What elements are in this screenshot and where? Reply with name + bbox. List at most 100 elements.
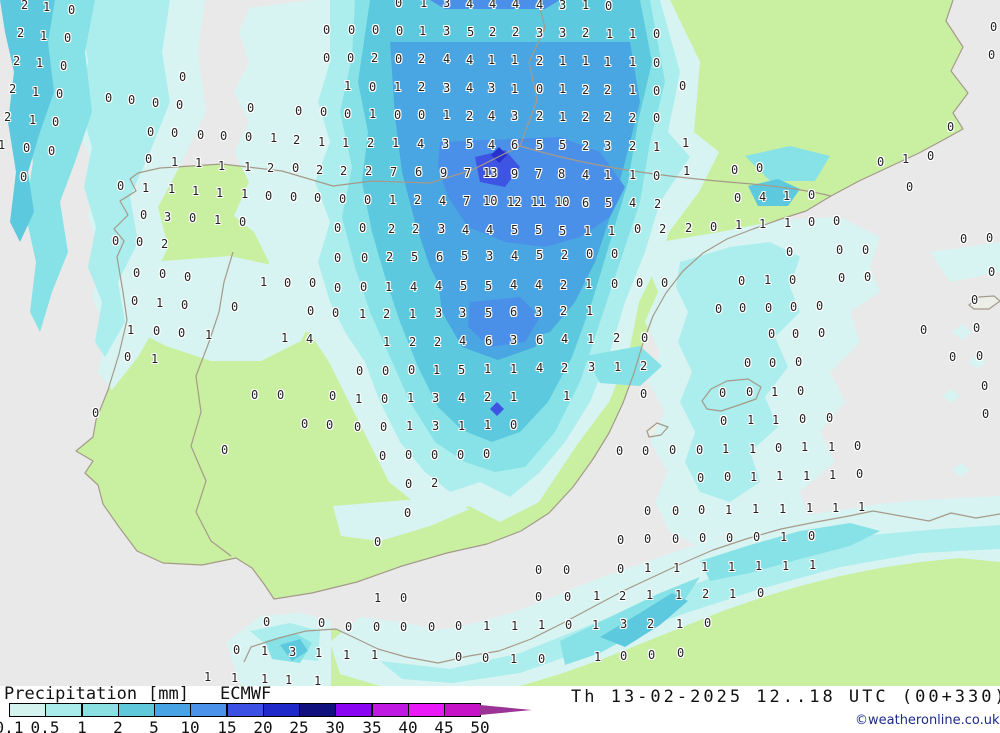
precip-value: 0 <box>231 300 239 314</box>
legend-segment <box>227 703 264 717</box>
precip-value: 0 <box>482 651 490 665</box>
precip-value: 2 <box>561 361 569 375</box>
precip-value: 0 <box>563 563 571 577</box>
precip-value: 1 <box>538 618 546 632</box>
precip-value: 3 <box>442 137 450 151</box>
copyright-link[interactable]: ©weatheronline.co.uk <box>855 713 1000 728</box>
precip-value: 1 <box>171 155 179 169</box>
precip-value: 2 <box>489 25 497 39</box>
legend-segment <box>263 703 300 717</box>
precip-value: 1 <box>344 79 352 93</box>
precip-value: 0 <box>332 306 340 320</box>
precip-value: 1 <box>608 224 616 238</box>
precip-value: 2 <box>386 250 394 264</box>
precip-value: 0 <box>405 477 413 491</box>
precip-value: 0 <box>181 298 189 312</box>
precip-value: 1 <box>752 502 760 516</box>
precip-value: 3 <box>559 0 567 12</box>
precip-value: 1 <box>151 352 159 366</box>
precip-value: 0 <box>344 107 352 121</box>
precip-value: 1 <box>614 360 622 374</box>
precip-value: 0 <box>334 221 342 235</box>
precip-value: 0 <box>920 323 928 337</box>
precip-value: 4 <box>458 391 466 405</box>
precip-value: 1 <box>606 27 614 41</box>
precip-value: 0 <box>981 379 989 393</box>
precip-value: 0 <box>726 531 734 545</box>
precip-value: 0 <box>988 265 996 279</box>
precip-value: 3 <box>432 419 440 433</box>
precip-value: 0 <box>699 531 707 545</box>
precip-value: 0 <box>290 190 298 204</box>
precip-value: 0 <box>147 125 155 139</box>
precip-value: 1 <box>231 671 239 685</box>
precip-value: 0 <box>535 590 543 604</box>
precip-value: 0 <box>769 356 777 370</box>
precip-value: 0 <box>644 532 652 546</box>
precip-value: 10 <box>555 195 570 209</box>
precip-value: 4 <box>582 168 590 182</box>
precip-value: 0 <box>364 193 372 207</box>
precip-value: 0 <box>565 618 573 632</box>
precip-value: 1 <box>359 307 367 321</box>
precip-value: 1 <box>858 500 866 514</box>
precip-value: 2 <box>654 197 662 211</box>
precip-value: 1 <box>729 587 737 601</box>
precip-value: 1 <box>563 389 571 403</box>
precip-value: 5 <box>559 224 567 238</box>
precip-value: 0 <box>334 251 342 265</box>
precip-value: 1 <box>801 440 809 454</box>
precip-value: 5 <box>535 223 543 237</box>
precip-value: 2 <box>560 304 568 318</box>
precip-value: 4 <box>417 137 425 151</box>
precip-value: 0 <box>326 418 334 432</box>
precip-value: 1 <box>261 672 269 686</box>
precip-value: 0 <box>323 51 331 65</box>
precip-value: 2 <box>582 139 590 153</box>
precip-value: 1 <box>747 413 755 427</box>
precip-value: 4 <box>535 278 543 292</box>
precip-value: 1 <box>592 618 600 632</box>
precip-value: 0 <box>990 20 998 34</box>
precip-value: 0 <box>877 155 885 169</box>
precip-value: 0 <box>455 650 463 664</box>
precip-value: 0 <box>986 231 994 245</box>
precip-value: 7 <box>464 166 472 180</box>
precip-value: 0 <box>611 247 619 261</box>
precip-value: 0 <box>48 144 56 158</box>
precip-value: 0 <box>536 82 544 96</box>
precip-value: 1 <box>594 650 602 664</box>
precip-value: 2 <box>383 307 391 321</box>
precip-value: 1 <box>511 82 519 96</box>
precip-value: 1 <box>218 159 226 173</box>
legend-tick-label: 35 <box>362 718 382 733</box>
precip-value: 1 <box>809 558 817 572</box>
precip-value: 1 <box>764 273 772 287</box>
precip-value: 2 <box>536 54 544 68</box>
precip-value: 1 <box>385 280 393 294</box>
precip-value: 0 <box>799 412 807 426</box>
legend-segment <box>408 703 445 717</box>
precip-value: 1 <box>587 332 595 346</box>
precip-value: 4 <box>486 223 494 237</box>
precip-value: 3 <box>435 306 443 320</box>
precip-value: 0 <box>428 620 436 634</box>
precip-value: 4 <box>488 109 496 123</box>
precip-value: 1 <box>783 189 791 203</box>
precip-value: 1 <box>683 164 691 178</box>
precip-value: 5 <box>467 25 475 39</box>
precip-value: 0 <box>245 130 253 144</box>
precip-value: 1 <box>383 335 391 349</box>
precip-value: 2 <box>418 52 426 66</box>
precip-value: 0 <box>307 304 315 318</box>
precip-value: 0 <box>746 385 754 399</box>
precip-value: 0 <box>636 276 644 290</box>
precip-value: 2 <box>371 51 379 65</box>
precip-value: 4 <box>759 190 767 204</box>
precip-value: 7 <box>390 165 398 179</box>
precip-value: 3 <box>488 81 496 95</box>
legend-tick-label: 45 <box>434 718 454 733</box>
precip-value: 0 <box>973 321 981 335</box>
